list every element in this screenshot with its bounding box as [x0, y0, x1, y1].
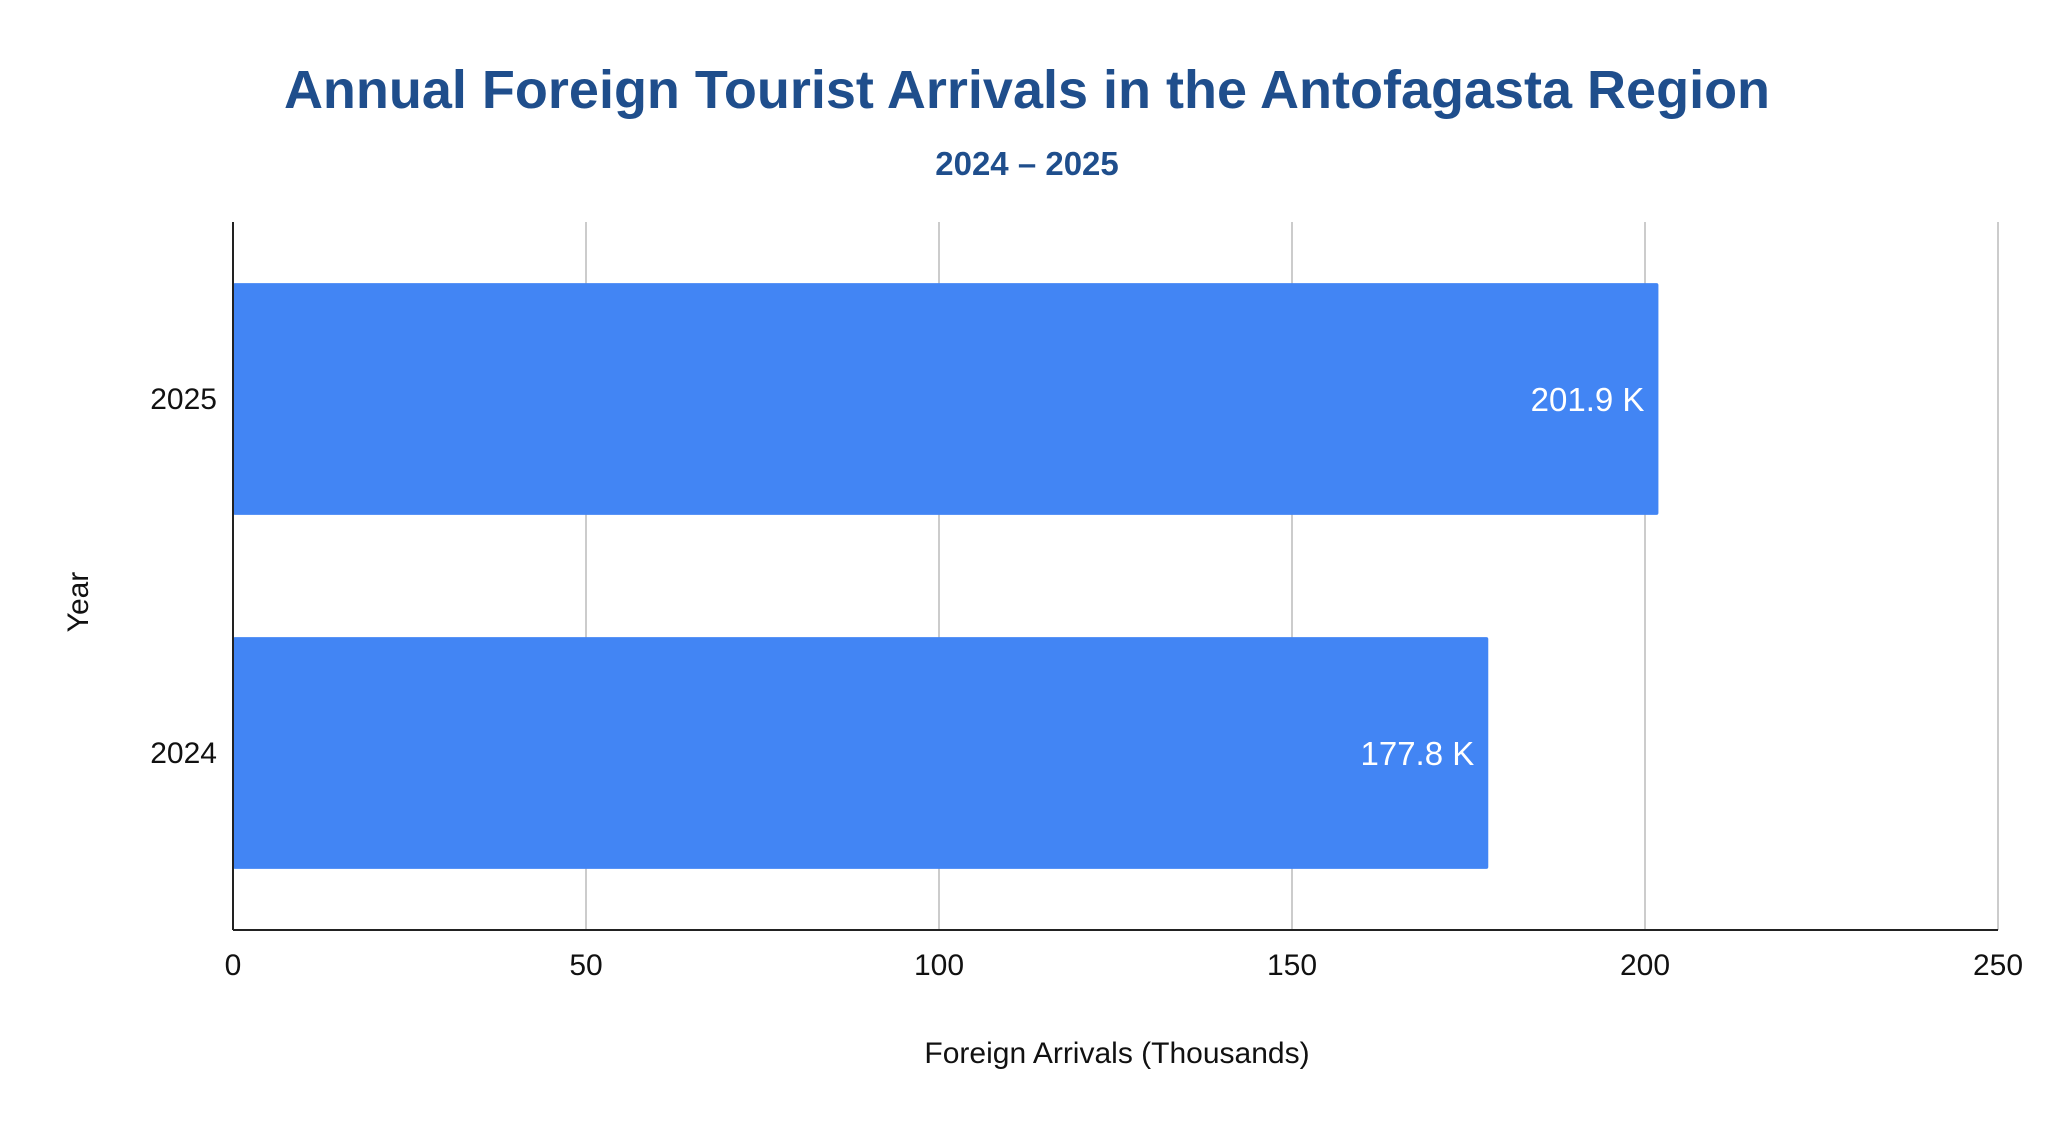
x-tick-label: 200	[1620, 949, 1670, 982]
chart-subtitle: 2024 – 2025	[935, 145, 1119, 182]
x-tick-labels: 0 50 100 150 200 250	[225, 949, 2023, 982]
x-tick-label: 250	[1973, 949, 2023, 982]
chart-title: Annual Foreign Tourist Arrivals in the A…	[284, 60, 1770, 120]
x-tick-label: 0	[225, 949, 242, 982]
bar	[233, 637, 1489, 869]
data-labels: 201.9 K 177.8 K	[1361, 381, 1645, 772]
y-tick-labels: 2025 2024	[150, 383, 217, 770]
x-axis-title: Foreign Arrivals (Thousands)	[924, 1037, 1309, 1070]
x-tick-label: 150	[1267, 949, 1317, 982]
y-tick-label: 2024	[150, 737, 217, 770]
data-label: 177.8 K	[1361, 735, 1475, 772]
y-tick-label: 2025	[150, 383, 217, 416]
bar	[233, 283, 1659, 515]
data-label: 201.9 K	[1531, 381, 1645, 418]
bars	[233, 283, 1659, 869]
axes	[232, 222, 1998, 931]
x-tick-label: 100	[914, 949, 964, 982]
y-axis-title: Year	[62, 572, 95, 633]
x-tick-label: 50	[569, 949, 602, 982]
